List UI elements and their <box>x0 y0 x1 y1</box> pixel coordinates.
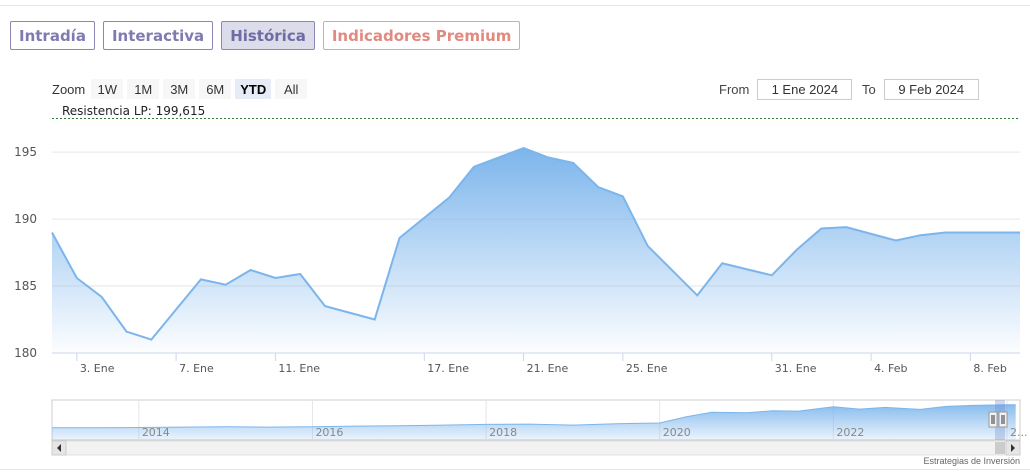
x-tick-label: 31. Ene <box>775 362 817 375</box>
x-tick-label: 7. Ene <box>179 362 214 375</box>
y-tick-label: 185 <box>14 279 37 293</box>
price-line <box>51 147 1020 341</box>
navigator-tick-label: 2014 <box>142 426 170 439</box>
chevron-right-icon <box>1011 444 1015 452</box>
navigator-tick-label: 2022 <box>836 426 864 439</box>
credits-text: Estrategias de Inversión <box>923 456 1020 466</box>
resistance-label: Resistencia LP: 199,615 <box>62 104 205 118</box>
tab-interactiva[interactable]: Interactiva <box>102 21 214 50</box>
from-label: From <box>719 82 750 97</box>
zoom-ytd-button[interactable]: YTD <box>235 79 272 99</box>
tab-historica[interactable]: Histórica <box>221 21 315 50</box>
zoom-label: Zoom <box>52 81 86 97</box>
x-tick-label: 4. Feb <box>874 362 907 375</box>
navigator-handle <box>988 411 998 428</box>
x-tick-label: 17. Ene <box>427 362 469 375</box>
top-divider <box>0 5 1030 6</box>
scrollbar-track <box>51 440 1021 456</box>
range-from: From 1 Ene 2024 <box>719 79 853 100</box>
x-tick-label: 8. Feb <box>973 362 1006 375</box>
from-date-input[interactable]: 1 Ene 2024 <box>757 79 853 100</box>
zoom-1w-button[interactable]: 1W <box>91 79 124 99</box>
x-tick-label: 11. Ene <box>278 362 320 375</box>
x-tick-label: 3. Ene <box>80 362 115 375</box>
x-tick-label: 25. Ene <box>626 362 668 375</box>
navigator-area <box>52 404 1016 440</box>
zoom-6m-button[interactable]: 6M <box>199 79 232 99</box>
y-tick-label: 180 <box>14 346 37 360</box>
price-area <box>52 148 1020 353</box>
navigator-tick-label: 2016 <box>315 426 343 439</box>
x-tick-label: 21. Ene <box>527 362 569 375</box>
navigator-tick-label: 2... <box>1010 426 1027 439</box>
tab-intradia[interactable]: Intradía <box>10 21 95 50</box>
to-label: To <box>862 82 876 97</box>
range-to: To 9 Feb 2024 <box>862 79 979 100</box>
tab-indicadores-premium[interactable]: Indicadores Premium <box>322 21 521 50</box>
navigator-handle <box>998 411 1008 428</box>
zoom-controls: Zoom 1W 1M 3M 6M YTD All <box>52 79 311 99</box>
y-tick-label: 190 <box>14 212 37 226</box>
chevron-left-icon <box>57 444 61 452</box>
view-tabs: Intradía Interactiva Histórica Indicador… <box>10 21 521 50</box>
zoom-all-button[interactable]: All <box>275 79 308 99</box>
scrollbar-thumb <box>995 442 1005 454</box>
zoom-1m-button[interactable]: 1M <box>127 79 160 99</box>
y-tick-label: 195 <box>14 145 37 159</box>
zoom-3m-button[interactable]: 3M <box>163 79 196 99</box>
navigator-tick-label: 2020 <box>663 426 691 439</box>
navigator-line <box>52 404 1016 429</box>
navigator-tick-label: 2018 <box>489 426 517 439</box>
to-date-input[interactable]: 9 Feb 2024 <box>883 79 979 100</box>
